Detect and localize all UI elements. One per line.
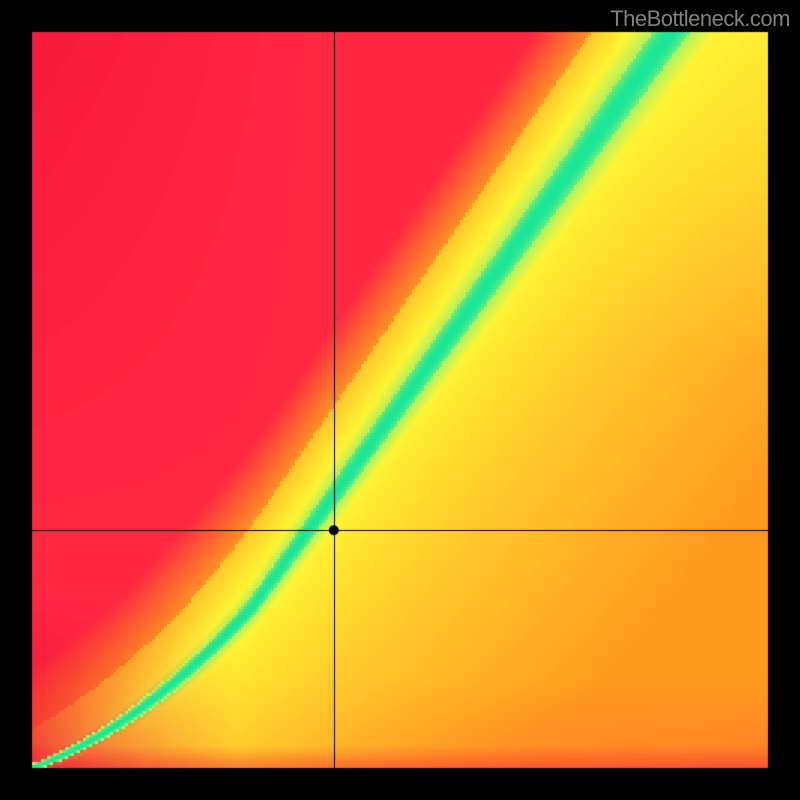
heatmap-canvas bbox=[0, 0, 800, 800]
watermark-text: TheBottleneck.com bbox=[610, 6, 790, 32]
chart-container: TheBottleneck.com bbox=[0, 0, 800, 800]
